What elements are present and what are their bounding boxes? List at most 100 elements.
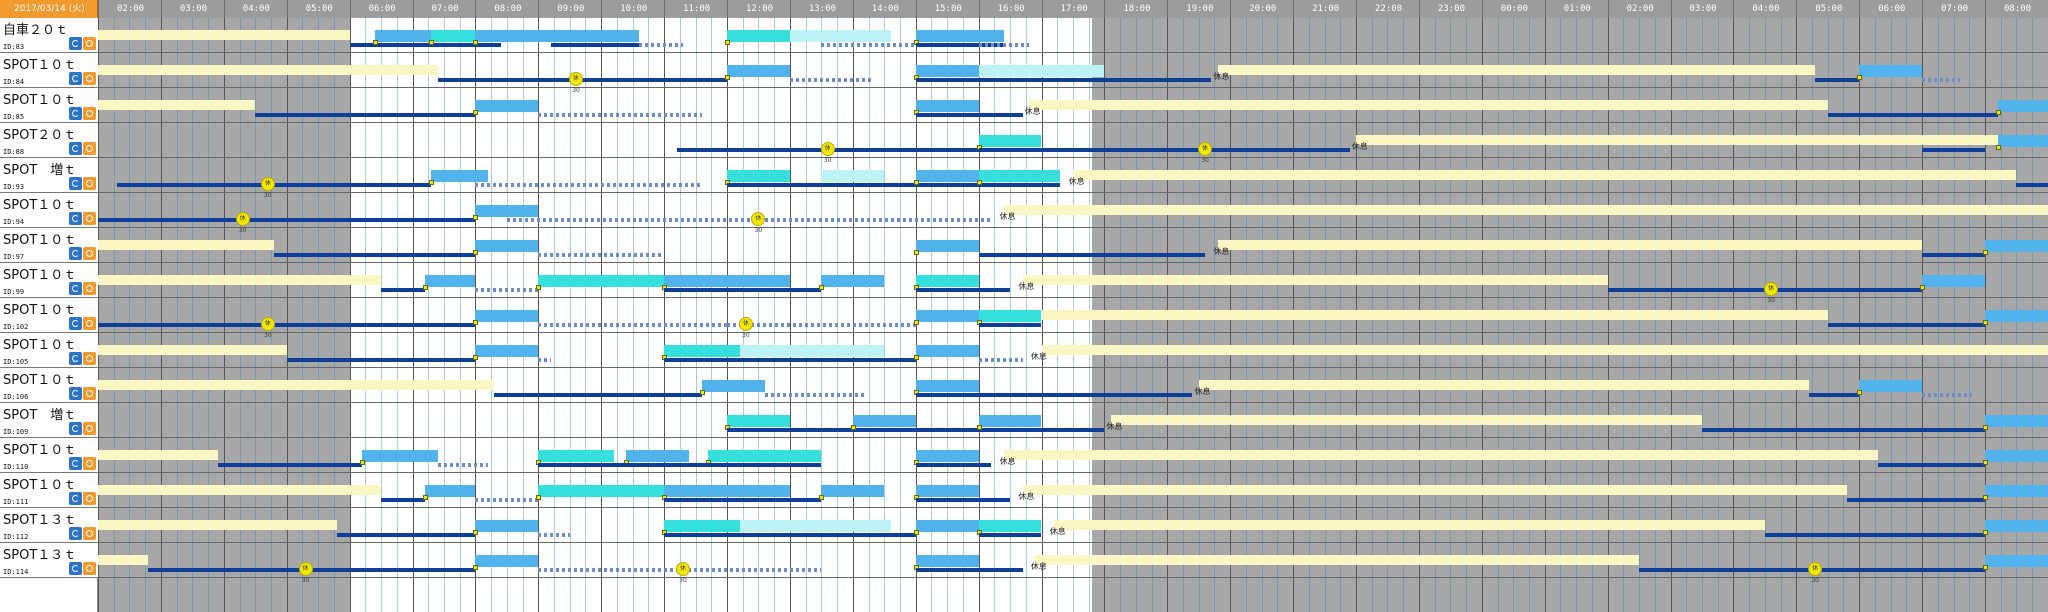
- schedule-dark-bar[interactable]: [255, 113, 476, 117]
- schedule-light-bar[interactable]: [727, 65, 790, 77]
- schedule-dots-bar[interactable]: [506, 218, 992, 222]
- schedule-dots-bar[interactable]: [538, 253, 665, 257]
- schedule-dark-bar[interactable]: [915, 78, 1212, 82]
- schedule-light-bar[interactable]: [374, 30, 432, 42]
- schedule-light-bar[interactable]: [1985, 240, 2048, 252]
- schedule-dark-bar[interactable]: [915, 393, 1193, 397]
- schedule-light-bar[interactable]: [475, 345, 539, 357]
- schedule-cyan-bar[interactable]: [538, 485, 665, 497]
- schedule-dark-bar[interactable]: [349, 43, 501, 47]
- schedule-dots-bar[interactable]: [475, 288, 539, 292]
- schedule-dark-bar[interactable]: [1878, 463, 1985, 467]
- schedule-dark-bar[interactable]: [538, 463, 822, 467]
- settings-icon[interactable]: [83, 282, 96, 295]
- schedule-dark-bar[interactable]: [98, 218, 476, 222]
- settings-icon[interactable]: [83, 562, 96, 575]
- schedule-dark-bar[interactable]: [1846, 498, 1985, 502]
- rest-30-badge[interactable]: 休30: [820, 142, 835, 164]
- schedule-cyan-bar[interactable]: [978, 520, 1042, 532]
- schedule-light-bar[interactable]: [475, 100, 539, 112]
- schedule-light-bar[interactable]: [915, 170, 979, 182]
- schedule-light-bar[interactable]: [915, 65, 979, 77]
- schedule-dark-bar[interactable]: [1815, 78, 1860, 82]
- refresh-icon[interactable]: [69, 142, 82, 155]
- schedule-dots-bar[interactable]: [764, 393, 866, 397]
- schedule-pale-bar[interactable]: [978, 65, 1105, 77]
- schedule-pale-bar[interactable]: [789, 30, 891, 42]
- settings-icon[interactable]: [83, 527, 96, 540]
- schedule-dark-bar[interactable]: [915, 113, 1023, 117]
- schedule-dots-bar[interactable]: [475, 498, 539, 502]
- schedule-dots-bar[interactable]: [538, 358, 551, 362]
- schedule-light-bar[interactable]: [475, 30, 639, 42]
- schedule-light-bar[interactable]: [1997, 100, 2048, 112]
- rest-30-badge[interactable]: 休30: [1808, 562, 1823, 584]
- schedule-light-bar[interactable]: [431, 170, 488, 182]
- settings-icon[interactable]: [83, 457, 96, 470]
- schedule-cyan-bar[interactable]: [431, 30, 476, 42]
- schedule-light-bar[interactable]: [1859, 380, 1923, 392]
- refresh-icon[interactable]: [69, 317, 82, 330]
- schedule-light-bar[interactable]: [915, 485, 979, 497]
- schedule-pale-bar[interactable]: [821, 170, 885, 182]
- schedule-dark-bar[interactable]: [915, 463, 992, 467]
- schedule-light-bar[interactable]: [915, 555, 979, 567]
- settings-icon[interactable]: [83, 212, 96, 225]
- rest-30-badge[interactable]: 休30: [569, 72, 584, 94]
- schedule-light-bar[interactable]: [626, 450, 690, 462]
- schedule-light-bar[interactable]: [1985, 415, 2048, 427]
- schedule-dark-bar[interactable]: [664, 288, 822, 292]
- schedule-light-bar[interactable]: [915, 100, 979, 112]
- schedule-dark-bar[interactable]: [1922, 148, 1985, 152]
- settings-icon[interactable]: [83, 317, 96, 330]
- schedule-light-bar[interactable]: [1985, 310, 2048, 322]
- schedule-cyan-bar[interactable]: [727, 415, 790, 427]
- refresh-icon[interactable]: [69, 422, 82, 435]
- settings-icon[interactable]: [83, 422, 96, 435]
- rest-30-badge[interactable]: 休30: [235, 212, 250, 234]
- schedule-light-bar[interactable]: [1922, 275, 1985, 287]
- schedule-light-bar[interactable]: [475, 240, 539, 252]
- schedule-dark-bar[interactable]: [664, 498, 822, 502]
- settings-icon[interactable]: [83, 107, 96, 120]
- schedule-dark-bar[interactable]: [978, 148, 1350, 152]
- schedule-dark-bar[interactable]: [727, 428, 1105, 432]
- schedule-dark-bar[interactable]: [98, 323, 476, 327]
- schedule-dots-bar[interactable]: [789, 78, 872, 82]
- refresh-icon[interactable]: [69, 247, 82, 260]
- schedule-light-bar[interactable]: [852, 415, 916, 427]
- refresh-icon[interactable]: [69, 212, 82, 225]
- settings-icon[interactable]: [83, 72, 96, 85]
- schedule-light-bar[interactable]: [475, 555, 539, 567]
- refresh-icon[interactable]: [69, 282, 82, 295]
- schedule-cyan-bar[interactable]: [538, 275, 665, 287]
- settings-icon[interactable]: [83, 492, 96, 505]
- schedule-dots-bar[interactable]: [1922, 393, 1973, 397]
- schedule-light-bar[interactable]: [1997, 135, 2048, 147]
- schedule-light-bar[interactable]: [475, 520, 539, 532]
- schedule-light-bar[interactable]: [915, 240, 979, 252]
- rest-30-badge[interactable]: 休30: [738, 317, 753, 339]
- schedule-cyan-bar[interactable]: [978, 170, 1061, 182]
- schedule-light-bar[interactable]: [664, 275, 790, 287]
- schedule-dots-bar[interactable]: [538, 323, 727, 327]
- schedule-dots-bar[interactable]: [437, 463, 488, 467]
- schedule-dark-bar[interactable]: [494, 393, 702, 397]
- schedule-dark-bar[interactable]: [1827, 323, 1985, 327]
- schedule-dark-bar[interactable]: [1922, 253, 1985, 257]
- schedule-dark-bar[interactable]: [381, 288, 426, 292]
- schedule-light-bar[interactable]: [1985, 450, 2048, 462]
- schedule-light-bar[interactable]: [701, 380, 765, 392]
- settings-icon[interactable]: [83, 37, 96, 50]
- schedule-light-bar[interactable]: [1985, 485, 2048, 497]
- schedule-light-bar[interactable]: [915, 520, 979, 532]
- schedule-cyan-bar[interactable]: [664, 520, 740, 532]
- refresh-icon[interactable]: [69, 177, 82, 190]
- schedule-dark-bar[interactable]: [1701, 428, 1985, 432]
- schedule-dots-bar[interactable]: [821, 43, 916, 47]
- schedule-light-bar[interactable]: [915, 380, 979, 392]
- rest-30-badge[interactable]: 休30: [675, 562, 690, 584]
- rest-30-badge[interactable]: 休30: [260, 317, 275, 339]
- refresh-icon[interactable]: [69, 107, 82, 120]
- schedule-dots-bar[interactable]: [727, 323, 916, 327]
